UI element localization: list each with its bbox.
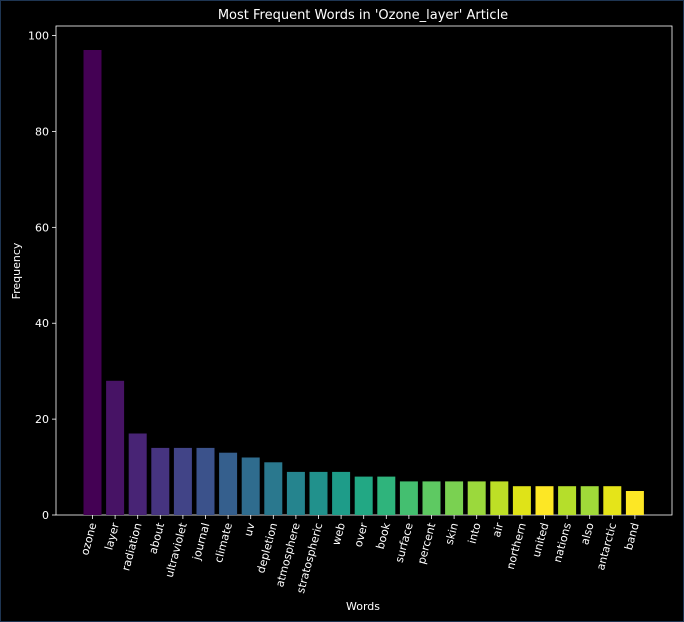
x-tick-label-climate: climate — [212, 521, 235, 564]
bar-air — [490, 481, 509, 515]
x-tick-label-radiation: radiation — [119, 521, 144, 572]
bar-ultraviolet — [173, 447, 192, 515]
bar-northern — [512, 486, 531, 515]
x-tick-label-nations: nations — [551, 521, 574, 564]
bar-skin — [445, 481, 464, 515]
x-tick-label-band: band — [622, 521, 642, 551]
x-tick-label-book: book — [374, 521, 394, 551]
bar-atmosphere — [286, 471, 305, 515]
bar-surface — [399, 481, 418, 515]
x-tick-label-depletion: depletion — [254, 521, 280, 574]
bar-about — [151, 447, 170, 515]
x-tick-label-journal: journal — [190, 521, 213, 562]
x-tick-label-over: over — [352, 521, 371, 549]
y-axis-label: Frequency — [10, 242, 23, 299]
x-tick-label-percent: percent — [415, 521, 439, 566]
bar-book — [377, 476, 396, 515]
bar-journal — [196, 447, 215, 515]
bar-uv — [241, 457, 260, 515]
bar-depletion — [264, 462, 283, 515]
bar-into — [467, 481, 486, 515]
x-tick-label-layer: layer — [102, 521, 122, 551]
chart-title: Most Frequent Words in 'Ozone_layer' Art… — [218, 8, 508, 23]
bar-ozone — [83, 50, 102, 515]
x-tick-label-northern: northern — [504, 521, 529, 570]
x-tick-label-air: air — [490, 521, 506, 539]
bars-group — [83, 50, 644, 515]
y-tick-label: 0 — [42, 509, 49, 522]
y-tick-label: 60 — [35, 221, 49, 234]
bar-antarctic — [603, 486, 622, 515]
x-tick-label-united: united — [530, 521, 552, 558]
bar-percent — [422, 481, 441, 515]
y-axis-ticks: 0 20 40 60 80 100 — [28, 30, 56, 522]
bar-stratospheric — [309, 471, 328, 515]
y-tick-label: 40 — [35, 317, 49, 330]
x-tick-label-ozone: ozone — [78, 521, 99, 556]
bar-layer — [106, 380, 125, 515]
bar-also — [580, 486, 599, 515]
bar-radiation — [128, 433, 147, 515]
x-tick-label-uv: uv — [242, 521, 258, 538]
x-tick-label-ultraviolet: ultraviolet — [163, 521, 190, 579]
x-tick-label-surface: surface — [393, 521, 416, 564]
bar-nations — [558, 486, 577, 515]
x-tick-label-also: also — [578, 521, 596, 546]
y-tick-label: 20 — [35, 413, 49, 426]
plot-frame — [55, 25, 673, 516]
x-tick-label-about: about — [146, 521, 167, 556]
bar-united — [535, 486, 554, 515]
x-tick-label-into: into — [466, 521, 484, 545]
y-tick-label: 80 — [35, 125, 49, 138]
x-tick-label-antarctic: antarctic — [594, 521, 619, 571]
bar-climate — [219, 452, 238, 515]
x-axis-label: Words — [346, 600, 380, 613]
bar-band — [625, 491, 644, 515]
x-tick-label-web: web — [330, 521, 348, 546]
bar-over — [354, 476, 373, 515]
x-tick-label-skin: skin — [443, 521, 461, 546]
y-tick-label: 100 — [28, 30, 49, 43]
bar-web — [332, 471, 351, 515]
